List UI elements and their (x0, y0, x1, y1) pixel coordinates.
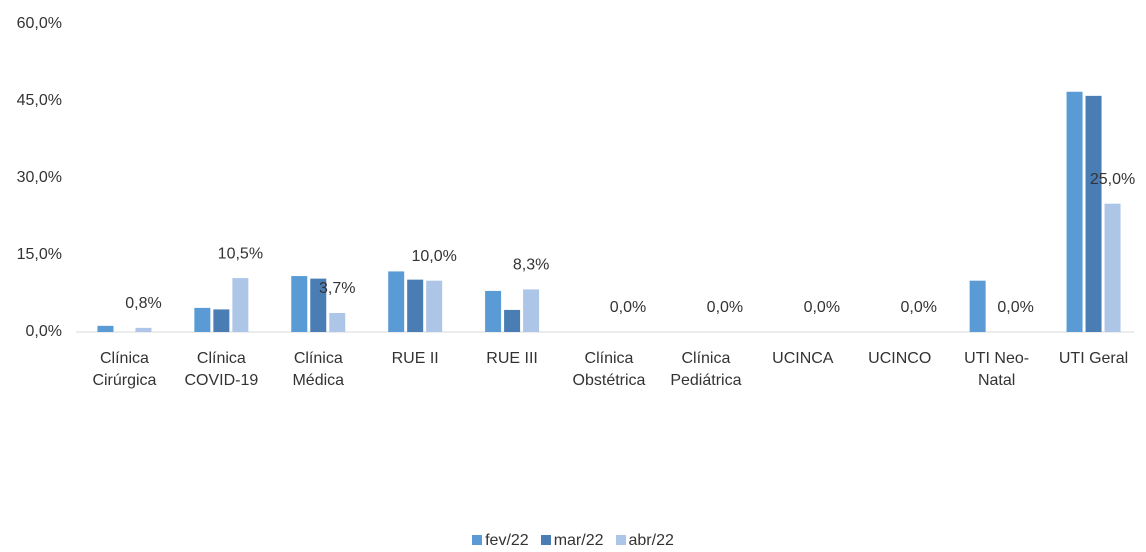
x-tick-label: Clínica Médica (292, 350, 345, 389)
bar (1085, 95, 1102, 332)
data-label: 25,0% (1090, 171, 1135, 188)
x-tick-label: Clínica Cirúrgica (92, 350, 157, 389)
legend-label: abr/22 (628, 532, 674, 549)
legend-item: mar/22 (540, 532, 604, 550)
legend-swatch (540, 535, 551, 545)
bar (485, 290, 502, 332)
legend-label: mar/22 (553, 532, 604, 549)
bar (291, 276, 308, 332)
x-tick-label: UTI Geral (1058, 350, 1129, 367)
data-label: 0,0% (610, 299, 646, 316)
x-tick-label: Clínica COVID-19 (184, 350, 259, 389)
bar (523, 289, 540, 332)
y-tick-label: 0,0% (26, 323, 62, 340)
bar (504, 309, 521, 332)
y-tick-label: 60,0% (17, 15, 62, 32)
bar (213, 309, 230, 332)
legend: fev/22 mar/22 abr/22 (0, 532, 1146, 550)
data-label: 8,3% (513, 257, 549, 274)
x-tick-label: UCINCA (772, 350, 834, 367)
bar (194, 307, 211, 332)
data-label: 0,0% (707, 299, 743, 316)
legend-item: abr/22 (615, 532, 674, 550)
bar (407, 279, 424, 332)
bar (310, 278, 327, 332)
y-tick-label: 30,0% (17, 169, 62, 186)
bar (1104, 203, 1121, 332)
data-label: 0,0% (804, 299, 840, 316)
bar (232, 278, 249, 332)
legend-swatch (615, 535, 626, 545)
bar (97, 325, 114, 332)
bar (969, 280, 986, 332)
bar (1066, 91, 1083, 332)
x-tick-label: Clínica Pediátrica (670, 350, 742, 389)
data-label: 10,0% (411, 248, 456, 265)
x-tick-label: UCINCO (868, 350, 932, 367)
y-tick-label: 45,0% (17, 92, 62, 109)
data-label: 0,0% (997, 299, 1033, 316)
data-label: 10,5% (218, 245, 263, 262)
y-tick-label: 15,0% (17, 246, 62, 263)
bar (426, 280, 443, 332)
bar (329, 313, 346, 332)
data-label: 0,8% (125, 295, 161, 312)
legend-swatch (472, 535, 483, 545)
x-tick-label: RUE III (486, 350, 538, 367)
x-tick-label: RUE II (391, 350, 439, 367)
data-label: 3,7% (319, 280, 355, 297)
bar (388, 271, 405, 332)
legend-label: fev/22 (485, 532, 529, 549)
bar (135, 327, 152, 332)
x-tick-label: Clínica Obstétrica (572, 350, 646, 389)
legend-item: fev/22 (472, 532, 529, 550)
data-label: 0,0% (900, 299, 936, 316)
x-tick-label: UTI Neo-Natal (964, 350, 1030, 389)
